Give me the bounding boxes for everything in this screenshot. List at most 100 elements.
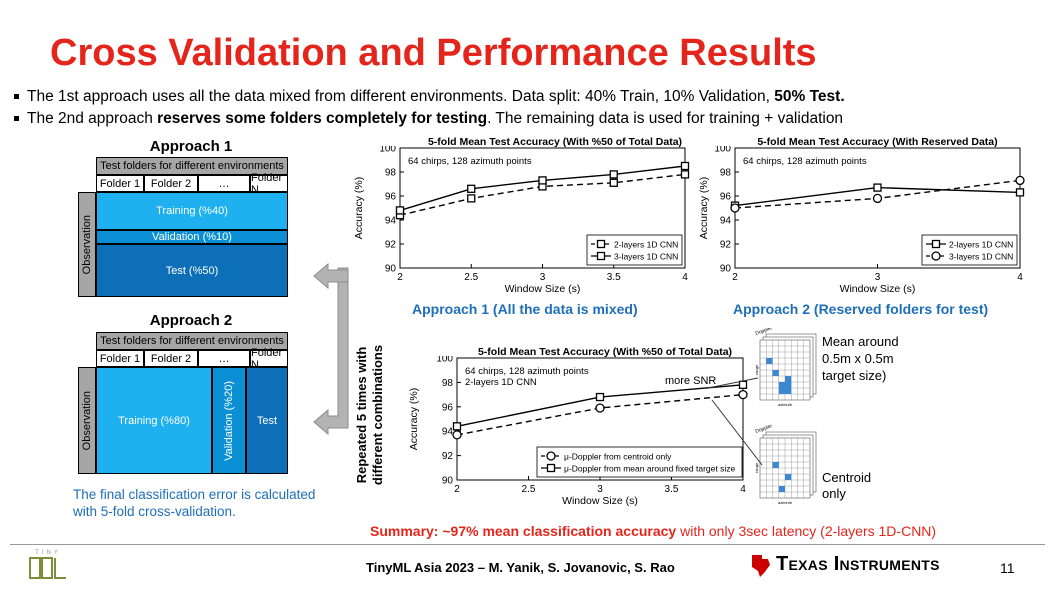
repeat-line-2: different combinations	[370, 345, 385, 485]
data-point	[873, 183, 882, 192]
data-point	[738, 389, 748, 400]
grid-cell-highlight	[766, 358, 773, 364]
arrow-shape	[313, 262, 349, 290]
legend-label: 2-layers 1D CNN	[614, 240, 678, 250]
page-number: 11	[1000, 560, 1015, 576]
pointer-lines	[707, 377, 763, 466]
y-tick-label: 100	[436, 356, 453, 365]
chart1-plot: 90 92 94 96 98 100 2 2.5 3 3.5 4 Window Size (s) Acc…	[353, 146, 690, 295]
footer-divider	[10, 544, 1045, 545]
y-tick-label: 98	[385, 168, 397, 179]
y-tick-label: 100	[379, 146, 396, 155]
x-tick-label: 2	[732, 272, 738, 283]
doppler-label: Doppler	[755, 328, 774, 337]
data-point	[467, 184, 476, 193]
data-point	[395, 206, 405, 215]
data-point	[538, 176, 547, 185]
y-axis-label: Accuracy (%)	[353, 177, 365, 239]
centroid-note: Centroid only	[822, 470, 871, 502]
grid-cell-highlight	[772, 462, 779, 468]
x-tick-label: 2.5	[522, 484, 536, 495]
tinyml-logo: TINY	[28, 550, 68, 582]
y-tick-label: 92	[442, 451, 454, 462]
x-tick-label: 3.5	[665, 484, 679, 495]
summary-rest: with only 3sec latency (2-layers 1D-CNN)	[676, 523, 937, 539]
data-point	[680, 170, 690, 179]
x-tick-label: 3	[540, 272, 546, 283]
mean-note-line: target size)	[822, 368, 887, 383]
footer-text: TinyML Asia 2023 – M. Yanik, S. Jovanovi…	[366, 560, 675, 575]
grid-cell-highlight	[778, 486, 785, 492]
y-axis-label: Accuracy (%)	[698, 177, 710, 239]
chart-annotation: 64 chirps, 128 azimuth points	[743, 156, 867, 167]
y-tick-label: 96	[385, 192, 397, 203]
data-point	[609, 170, 618, 179]
tinyml-logo-icon	[29, 557, 66, 579]
logo-caption: TINY	[35, 550, 61, 556]
mean-note-line: 0.5m x 0.5m	[822, 351, 894, 366]
x-axis-label: Window Size (s)	[562, 495, 638, 507]
data-point	[595, 403, 605, 413]
mean-note: Mean around 0.5m x 0.5m target size)	[822, 333, 899, 384]
y-axis-label: Accuracy (%)	[408, 388, 420, 450]
doppler-label: Doppler	[755, 423, 774, 435]
y-tick-label: 98	[442, 378, 454, 389]
pointer-line-mean	[707, 377, 759, 389]
data-point	[730, 203, 740, 213]
approach1-folder-1: Folder 1	[96, 175, 144, 192]
grid-cell-highlight	[785, 376, 792, 382]
approach2-folder-2: Folder 2	[144, 350, 198, 367]
x-axis-label: Window Size (s)	[505, 283, 581, 295]
chart1-title: 5-fold Mean Test Accuracy (With %50 of T…	[427, 136, 683, 148]
approach1-test: Test (%50)	[96, 244, 288, 297]
y-tick-label: 96	[442, 402, 454, 413]
grid-cell-highlight	[785, 474, 792, 480]
doppler-illustration: Doppler range azimuth Doppler range azimuth	[754, 328, 817, 505]
legend-label: 3-layers 1D CNN	[614, 252, 678, 262]
grid-cell-highlight	[778, 382, 792, 394]
bullet-1-bold: 50% Test.	[774, 88, 845, 105]
ti-logo-icon	[752, 555, 770, 577]
centroid-note-line: only	[822, 486, 846, 501]
legend-label: 3-layers 1D CNN	[949, 252, 1013, 262]
company-name: Texas Instruments	[776, 553, 940, 575]
legend-label: μ-Doppler from mean around fixed target …	[564, 464, 735, 474]
approach1-folder-n: Folder N	[250, 172, 288, 196]
feedback-arrows	[313, 262, 349, 436]
y-tick-label: 92	[720, 240, 732, 251]
x-tick-label: 4	[682, 272, 688, 283]
chart-annotation: 64 chirps, 128 azimuth points	[408, 156, 532, 167]
approach2-training: Training (%80)	[96, 367, 212, 474]
approach1-header: Test folders for different environments	[96, 157, 288, 175]
data-point	[1015, 188, 1025, 197]
range-label: range	[754, 462, 759, 473]
data-point	[931, 239, 941, 249]
approach2-observation-label: Observation	[81, 390, 93, 451]
approach2-header: Test folders for different environments	[96, 332, 288, 350]
legend-label: 2-layers 1D CNN	[949, 240, 1013, 250]
y-tick-label: 90	[385, 264, 397, 275]
chart-extra-note: more SNR	[665, 375, 716, 387]
legend-box	[536, 446, 743, 478]
data-point	[546, 463, 556, 473]
repeat-line-1: Repeated 5 times with	[354, 347, 369, 484]
caption-approach2: Approach 2 (Reserved folders for test)	[733, 301, 989, 317]
arrow-shape	[313, 267, 349, 436]
centroid-note-line: Centroid	[822, 470, 872, 485]
approach2-diagram: Test folders for different environments …	[78, 332, 288, 474]
approach1-folder-2: Folder 2	[144, 175, 198, 192]
data-point	[609, 178, 618, 187]
approach1-observation: Observation	[78, 192, 96, 297]
approach1-title: Approach 1	[149, 138, 233, 155]
chart-annotation-2: 2-layers 1D CNN	[465, 377, 537, 388]
bullet-2-post: . The remaining data is used for trainin…	[487, 110, 844, 127]
data-point	[680, 161, 690, 171]
y-tick-label: 94	[385, 216, 397, 227]
chart2-plot: 90 92 94 96 98 100 2 3 4 Window Size (s) Accuracy …	[698, 146, 1025, 295]
approach2-validation-label: Validation (%20)	[223, 380, 235, 461]
data-point	[1015, 175, 1025, 186]
pointer-line-centroid	[711, 399, 763, 466]
caption-approach1: Approach 1 (All the data is mixed)	[412, 301, 638, 317]
data-point	[452, 422, 462, 431]
azimuth-label: azimuth	[778, 402, 792, 407]
